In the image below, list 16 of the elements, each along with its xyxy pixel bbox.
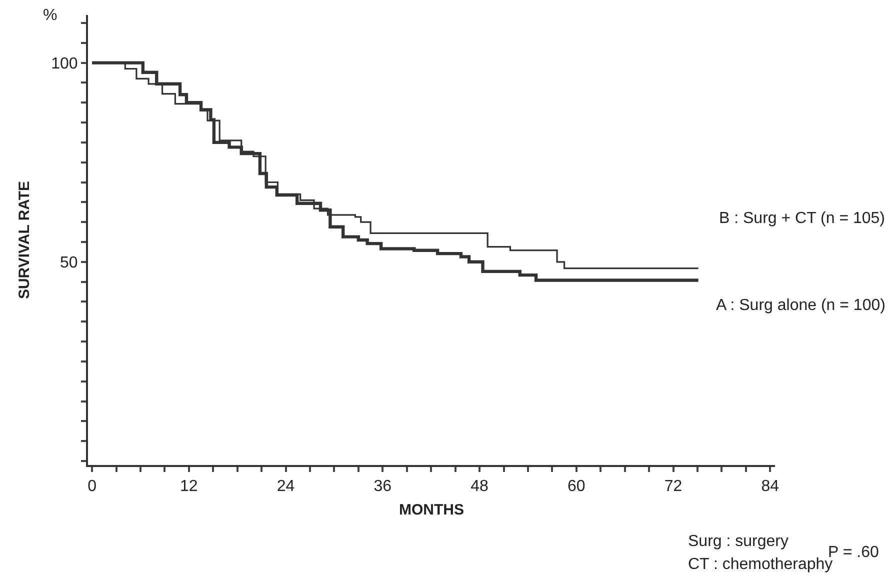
text: % [43,7,58,24]
x-tick-label: 48 [470,478,489,496]
y-tick-label: 100 [51,55,78,72]
x-tick-label: 84 [761,478,780,496]
x-tick-label: 12 [180,478,198,496]
x-axis-title: MONTHS [399,502,464,519]
y-axis-title: SURVIVAL RATE [16,180,33,300]
x-tick-label: 24 [276,478,295,496]
y-tick-label: 50 [60,254,78,272]
x-tick-label: 60 [568,478,586,496]
x-tick-label: 72 [664,478,682,496]
text: Surg : surgery [688,533,788,550]
x-tick-label: 36 [374,478,392,496]
x-tick-label: 0 [88,478,97,496]
series-label: A : Surg alone (n = 100) [716,297,886,314]
text: B : Surg + CT (n = 105) [719,210,886,227]
